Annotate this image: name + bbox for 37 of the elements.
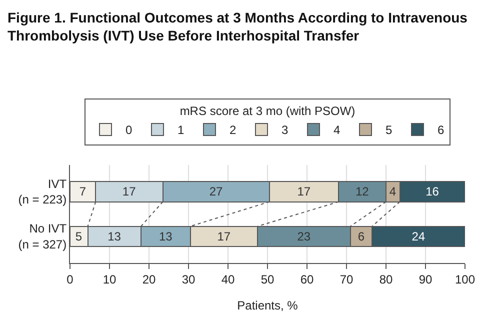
x-tick-label: 0 [66,272,74,286]
data-label: 4 [389,184,396,199]
x-tick-label: 20 [142,272,156,286]
data-label: 6 [358,229,365,244]
legend-label: 3 [282,123,288,138]
x-tick-label: 30 [182,272,196,286]
data-label: 7 [79,184,86,199]
data-label: 5 [75,229,82,244]
x-tick-label: 10 [102,272,116,286]
legend-label: 0 [126,123,132,138]
x-tick-label: 50 [260,272,274,286]
y-tick-label: No IVT (n = 327) [18,222,68,252]
legend-label: 2 [230,123,236,138]
x-tick-label: 80 [379,272,393,286]
legend-label: 5 [386,123,392,138]
data-label: 17 [217,229,231,244]
y-tick-label: IVT (n = 223) [18,177,68,207]
data-label: 27 [209,184,223,199]
data-label: 13 [158,229,173,244]
x-tick-label: 40 [221,272,235,286]
data-label: 24 [412,229,426,244]
x-tick-label: 70 [340,272,354,286]
data-label: 17 [122,184,136,199]
data-label: 17 [297,184,311,199]
legend-label: 1 [178,123,184,138]
x-axis-title: Patients, % [237,298,298,312]
data-label: 12 [355,184,370,199]
x-tick-label: 60 [300,272,314,286]
legend-label: 6 [438,123,444,138]
data-label: 23 [297,229,311,244]
data-label: 13 [108,229,122,244]
x-tick-label: 90 [418,272,432,286]
legend-title: mRS score at 3 mo (with PSOW) [180,104,356,118]
data-label: 16 [426,184,440,199]
x-tick-label: 100 [454,272,476,286]
legend-label: 4 [334,123,340,138]
chart-title: Figure 1. Functional Outcomes at 3 Months According to Intravenous Thrombolysis (IVT) Use Before Interhospital Transfer [8,10,468,44]
